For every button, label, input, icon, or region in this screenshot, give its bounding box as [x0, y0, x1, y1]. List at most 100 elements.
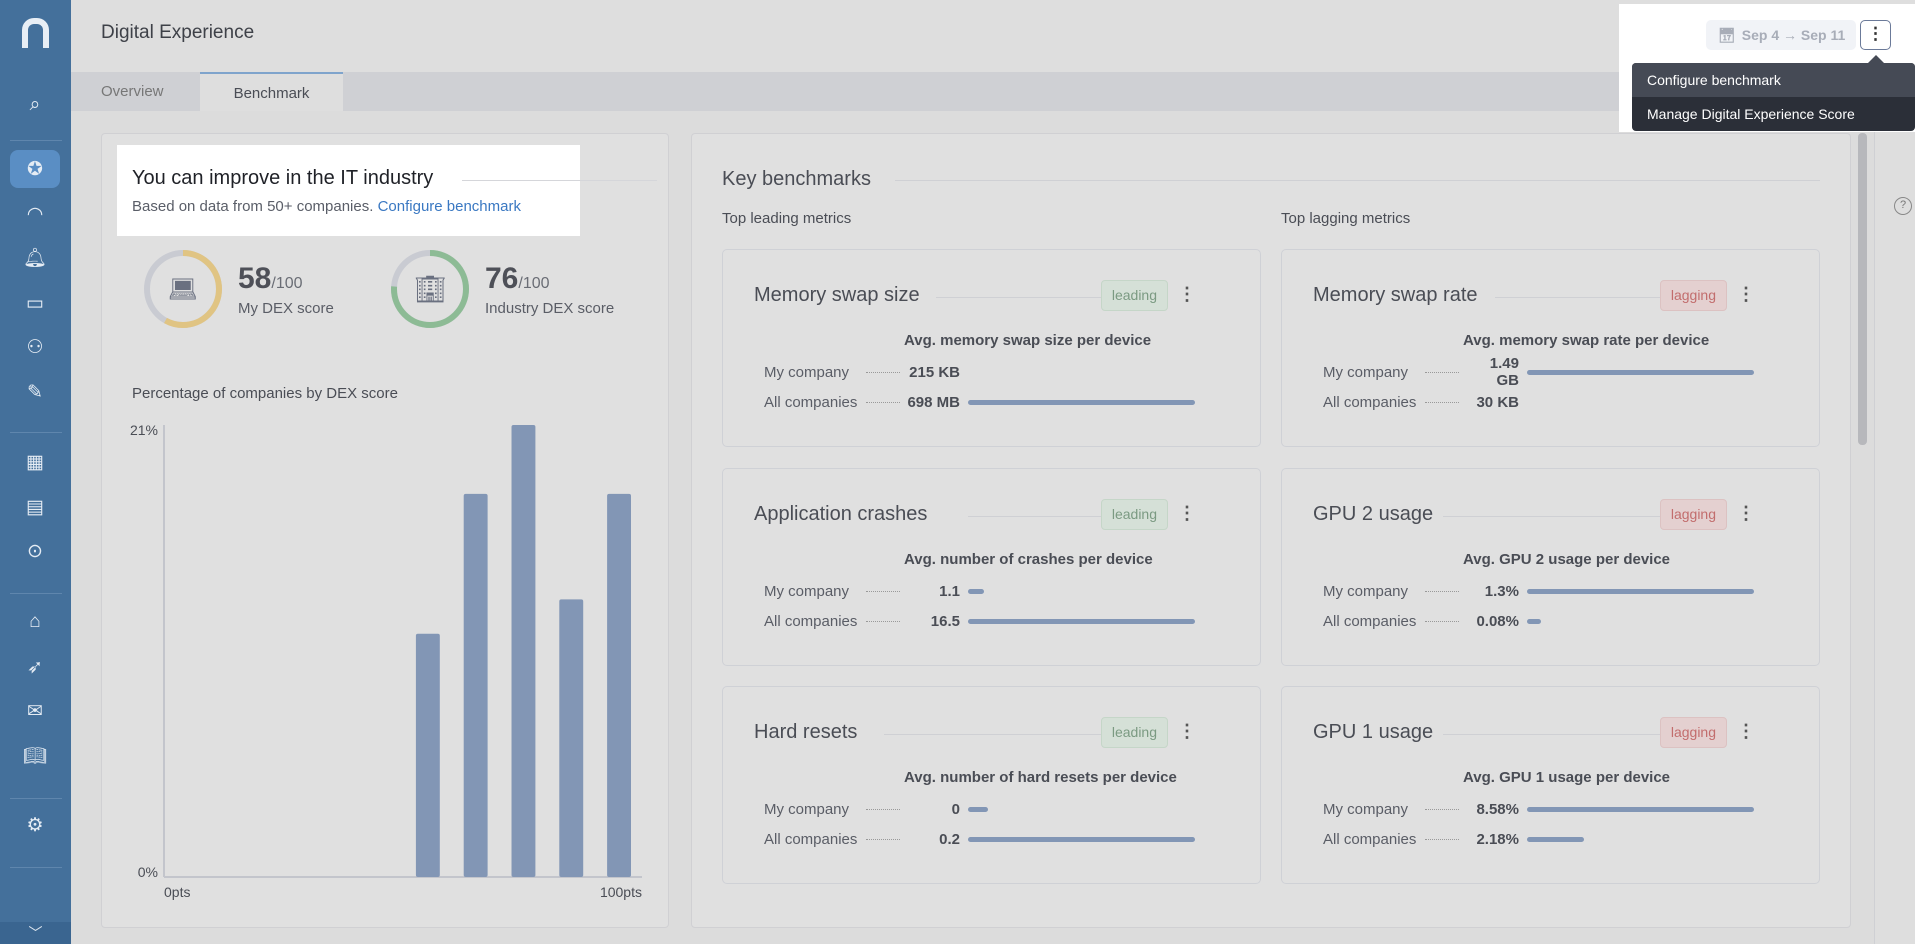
row-value: 30 KB — [1476, 393, 1519, 411]
leader-dots — [1425, 401, 1459, 403]
buildings-icon: 🏢︎ — [413, 274, 446, 304]
card-title: Application crashes — [754, 503, 928, 525]
intro-highlight: You can improve in the IT industry Based… — [117, 145, 657, 236]
edit-icon[interactable]: ✎ — [27, 381, 43, 403]
monitor-icon[interactable]: ▭ — [26, 292, 44, 314]
leader-dots — [1425, 371, 1459, 373]
status-badge: lagging — [1659, 280, 1727, 311]
y-tick-label: 21% — [130, 422, 158, 438]
tab-overview[interactable]: Overview — [101, 83, 164, 100]
benchmark-card: Memory swap rate lagging ⋮ Avg. memory s… — [1281, 249, 1820, 447]
chart-title: Percentage of companies by DEX score — [132, 385, 398, 402]
expand-chevron-icon[interactable]: ﹀ — [0, 922, 71, 944]
row-value: 0.2 — [939, 830, 960, 848]
card-subtitle: Avg. GPU 2 usage per device — [1463, 551, 1671, 568]
compass-icon[interactable]: ✪ — [10, 150, 60, 188]
leader-dots — [1425, 620, 1459, 622]
investigate-icon[interactable]: ⊙ — [27, 540, 43, 562]
status-badge: leading — [1100, 280, 1168, 311]
date-range-label: Sep 4 → Sep 11 — [1741, 27, 1846, 43]
card-title: Hard resets — [754, 721, 858, 743]
industry-score-label: Industry DEX score — [485, 299, 615, 317]
users-icon[interactable]: ⚇ — [26, 336, 44, 358]
search-icon[interactable]: ⌕ — [29, 94, 41, 115]
value-bar — [968, 806, 989, 812]
divider — [10, 798, 62, 799]
row-my-company: My company 215 KB — [764, 362, 968, 382]
benchmark-card: Memory swap size leading ⋮ Avg. memory s… — [722, 249, 1261, 447]
leading-header: Top leading metrics — [722, 210, 852, 227]
configure-benchmark-link[interactable]: Configure benchmark — [377, 198, 521, 215]
laptop-heart-icon: 💻︎ — [168, 276, 198, 303]
row-label: My company — [764, 582, 850, 600]
home-icon[interactable]: ⌂ — [29, 611, 41, 632]
row-label: My company — [764, 363, 850, 381]
dashboard-icon[interactable]: ▦ — [26, 451, 44, 473]
card-title: Memory swap rate — [1313, 284, 1478, 306]
value-bar — [968, 399, 1195, 405]
logo — [22, 18, 49, 48]
leader-dots — [1425, 838, 1459, 840]
layout-icon[interactable]: ▤ — [26, 496, 44, 518]
row-label: All companies — [764, 612, 858, 630]
benchmark-card: Hard resets leading ⋮ Avg. number of har… — [722, 686, 1261, 884]
gear-icon[interactable]: ⚙ — [26, 814, 44, 836]
my-dex-ring: 💻︎ — [144, 250, 222, 328]
benchmark-card: GPU 2 usage lagging ⋮ Avg. GPU 2 usage p… — [1281, 468, 1820, 666]
rocket-icon[interactable]: ➶ — [27, 656, 43, 678]
x-tick-label: 0pts — [164, 884, 190, 900]
value-bar — [968, 588, 984, 594]
card-menu-icon[interactable]: ⋮ — [1737, 721, 1755, 741]
scrollbar[interactable] — [1858, 133, 1867, 445]
divider — [462, 180, 657, 181]
lagging-header: Top lagging metrics — [1281, 210, 1411, 227]
date-range-picker[interactable]: 📅︎ Sep 4 → Sep 11 — [1706, 20, 1856, 50]
row-label: My company — [1323, 800, 1409, 818]
value-bar — [968, 618, 1195, 624]
row-value: 215 KB — [909, 363, 960, 381]
row-value: 1.3% — [1484, 582, 1519, 600]
my-score-value: 58 — [238, 261, 272, 295]
card-title: GPU 2 usage — [1313, 503, 1434, 525]
divider — [1495, 297, 1682, 298]
chart-bar — [415, 633, 440, 877]
card-menu-icon[interactable]: ⋮ — [1737, 284, 1755, 304]
status-badge: lagging — [1659, 717, 1727, 748]
leader-dots — [866, 590, 900, 592]
row-label: My company — [764, 800, 850, 818]
menu-item-configure-benchmark[interactable]: Configure benchmark — [1632, 63, 1915, 97]
row-value: 698 MB — [907, 393, 960, 411]
divider — [895, 180, 1820, 181]
gauge-icon[interactable]: ◠ — [26, 203, 44, 225]
status-badge: leading — [1100, 499, 1168, 530]
x-tick-label: 100pts — [600, 884, 642, 900]
card-menu-icon[interactable]: ⋮ — [1178, 721, 1196, 741]
intro-title: You can improve in the IT industry — [132, 167, 434, 189]
divider — [10, 867, 62, 868]
card-title: Memory swap size — [754, 284, 920, 306]
key-benchmarks-title: Key benchmarks — [722, 168, 871, 190]
intro-text: Based on data from 50+ companies. Config… — [132, 198, 521, 215]
book-icon[interactable]: 📖︎ — [22, 746, 48, 767]
card-menu-icon[interactable]: ⋮ — [1737, 503, 1755, 523]
menu-item-manage-dex-score[interactable]: Manage Digital Experience Score — [1647, 106, 1855, 122]
chart-bar — [607, 493, 632, 877]
card-menu-icon[interactable]: ⋮ — [1178, 503, 1196, 523]
row-my-company: My company 1.3% — [1323, 581, 1754, 601]
chat-icon[interactable]: ✉ — [27, 700, 43, 722]
help-icon[interactable]: ? — [1894, 197, 1912, 215]
card-subtitle: Avg. memory swap size per device — [904, 332, 1152, 349]
value-bar — [1527, 369, 1754, 375]
leader-dots — [1425, 590, 1459, 592]
industry-score-max: /100 — [518, 274, 550, 292]
row-value: 0.08% — [1476, 612, 1519, 630]
value-bar — [1527, 806, 1754, 812]
divider — [883, 734, 1123, 735]
industry-dex-ring: 🏢︎ — [391, 250, 469, 328]
row-label: All companies — [1323, 830, 1417, 848]
more-options-button[interactable]: ⋮ — [1860, 20, 1891, 50]
card-menu-icon[interactable]: ⋮ — [1178, 284, 1196, 304]
bell-icon[interactable]: 🔔︎ — [22, 248, 48, 269]
row-value: 2.18% — [1476, 830, 1519, 848]
tab-benchmark[interactable]: Benchmark — [200, 72, 343, 111]
